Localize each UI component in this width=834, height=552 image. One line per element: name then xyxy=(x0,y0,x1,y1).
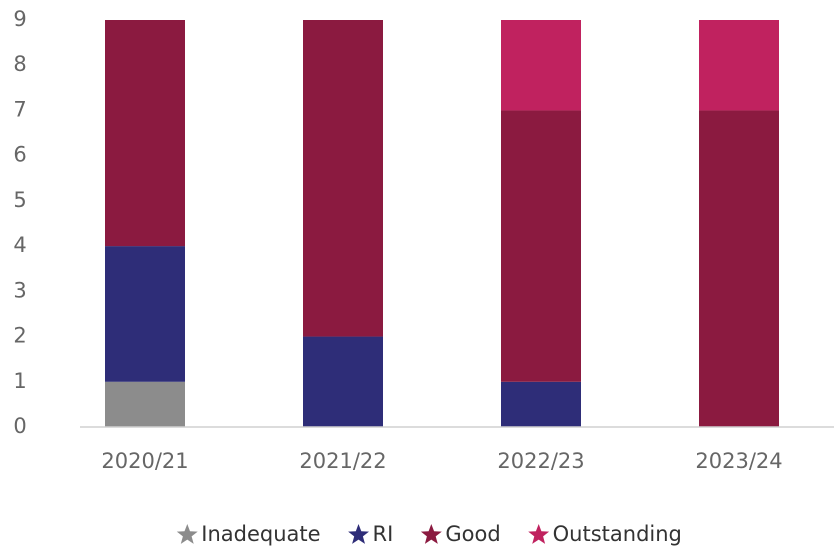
bar-segment xyxy=(105,20,185,247)
legend-label: RI xyxy=(373,522,394,546)
bar-segment xyxy=(501,381,581,427)
bar-segment xyxy=(699,20,779,111)
y-tick-label: 0 xyxy=(13,414,26,438)
y-tick-label: 4 xyxy=(13,233,26,257)
bar-segment xyxy=(303,20,383,337)
y-tick-label: 1 xyxy=(13,369,26,393)
bar-segment xyxy=(501,110,581,382)
y-tick-label: 5 xyxy=(13,188,26,212)
x-tick-label: 2023/24 xyxy=(695,449,782,473)
bar-segment xyxy=(699,110,779,427)
bar-segment xyxy=(303,336,383,427)
bar-segment xyxy=(501,20,581,111)
y-tick-label: 9 xyxy=(13,7,26,31)
legend-marker xyxy=(528,524,550,544)
x-tick-label: 2020/21 xyxy=(101,449,188,473)
legend-marker xyxy=(420,524,442,544)
bar-segment xyxy=(105,246,185,382)
y-tick-label: 7 xyxy=(13,97,26,121)
legend-label: Good xyxy=(445,522,500,546)
x-tick-label: 2022/23 xyxy=(497,449,584,473)
legend-marker xyxy=(176,524,198,544)
y-tick-label: 3 xyxy=(13,278,26,302)
bar-segment xyxy=(105,381,185,427)
legend-marker xyxy=(348,524,369,544)
legend-label: Outstanding xyxy=(553,522,682,546)
y-tick-label: 2 xyxy=(13,324,26,348)
y-tick-label: 8 xyxy=(13,52,26,76)
y-tick-label: 6 xyxy=(13,143,26,167)
legend-label: Inadequate xyxy=(201,522,320,546)
x-tick-label: 2021/22 xyxy=(299,449,386,473)
